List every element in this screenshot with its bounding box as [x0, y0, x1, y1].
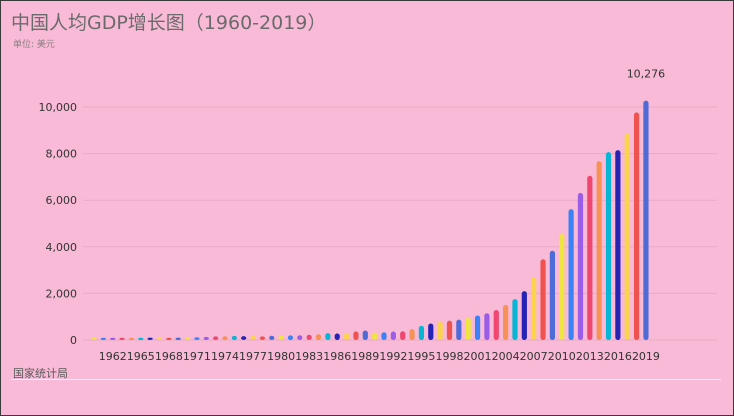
bar-2010	[559, 233, 565, 340]
gridlines	[83, 106, 717, 341]
data-label-2019: 10,276	[627, 68, 666, 81]
bar-1984	[315, 334, 322, 340]
y-tick-label: 0	[70, 334, 77, 347]
y-tick-label: 2,000	[46, 287, 78, 300]
x-tick-label: 1989	[351, 350, 379, 363]
data-labels: 10,276	[627, 68, 666, 81]
bar-1997	[437, 321, 443, 340]
x-tick-label: 1968	[155, 350, 183, 363]
y-tick-label: 8,000	[46, 148, 78, 161]
bar-1962	[110, 337, 116, 340]
bar-2018	[633, 112, 640, 341]
x-tick-label: 2013	[576, 350, 604, 363]
bar-1994	[409, 328, 415, 340]
bar-1990	[372, 332, 378, 340]
x-tick-label: 2019	[632, 350, 660, 363]
bar-1970	[184, 337, 191, 340]
bar-2015	[605, 152, 612, 340]
bar-2001	[474, 315, 481, 340]
bar-2000	[465, 317, 471, 340]
bar-2014	[596, 161, 602, 340]
bar-1995	[418, 325, 425, 340]
bar-2007	[531, 277, 537, 340]
x-tick-label: 1995	[407, 350, 435, 363]
bar-1981	[287, 335, 294, 340]
bar-1988	[353, 331, 359, 340]
bar-1972	[203, 336, 209, 340]
x-tick-label: 1965	[127, 350, 155, 363]
x-tick-label: 1986	[323, 350, 351, 363]
bar-2016	[615, 150, 621, 340]
bar-1974	[222, 336, 228, 340]
x-tick-label: 1980	[267, 350, 295, 363]
bar-2017	[624, 133, 630, 340]
y-tick-label: 4,000	[46, 241, 78, 254]
bar-2012	[577, 192, 584, 340]
bar-2006	[521, 291, 527, 340]
bar-1989	[362, 330, 368, 340]
bar-1968	[166, 337, 172, 340]
chart-unit-label: 单位: 美元	[13, 40, 55, 50]
bar-1966	[147, 337, 153, 340]
y-tick-label: 10,000	[39, 101, 78, 114]
bar-1987	[343, 332, 350, 340]
x-tick-label: 2001	[464, 350, 492, 363]
x-tick-label: 2004	[492, 350, 520, 363]
x-tick-label: 2016	[604, 350, 632, 363]
bar-2004	[503, 304, 509, 340]
x-tick-label: 1977	[239, 350, 267, 363]
bar-1979	[269, 335, 275, 340]
bar-1967	[156, 337, 163, 340]
x-tick-label: 2007	[520, 350, 548, 363]
x-tick-label: 1998	[435, 350, 463, 363]
x-axis-ticks: 1962 1965 1968 1971 1974 1977 1980 1983 1986 1989…	[99, 350, 660, 363]
bar-1980	[278, 335, 284, 340]
bar-2005	[512, 299, 518, 340]
footer-divider	[11, 379, 721, 380]
bar-1976	[241, 336, 247, 340]
bar-1993	[400, 331, 406, 340]
bar-2019	[643, 100, 649, 340]
bar-2011	[568, 209, 574, 340]
chart-title: 中国人均GDP增长图（1960-2019）	[11, 12, 327, 34]
x-tick-label: 1983	[295, 350, 323, 363]
bar-1969	[175, 337, 181, 340]
bar-1975	[231, 335, 237, 340]
bar-1961	[100, 337, 106, 340]
y-tick-label: 6,000	[46, 194, 78, 207]
x-tick-label: 1974	[211, 350, 239, 363]
bar-2013	[587, 175, 593, 340]
source-label: 国家统计局	[13, 367, 68, 380]
bar-2009	[549, 250, 555, 340]
bar-1983	[306, 334, 312, 340]
x-tick-label: 1971	[183, 350, 211, 363]
bar-1998	[446, 320, 453, 340]
bar-1964	[128, 337, 135, 340]
bar-1985	[325, 333, 331, 340]
bar-1960	[91, 337, 97, 340]
bar-1973	[213, 336, 219, 340]
bar-1992	[390, 331, 396, 340]
x-tick-label: 1962	[99, 350, 127, 363]
x-tick-label: 2010	[548, 350, 576, 363]
bar-2003	[493, 309, 499, 340]
bar-1991	[381, 332, 387, 340]
bar-1996	[428, 323, 434, 340]
bar-1982	[297, 335, 303, 340]
bar-1977	[250, 335, 256, 340]
bar-1965	[138, 337, 144, 340]
bar-1986	[334, 333, 340, 340]
y-axis-ticks: 0 2,000 4,000 6,000 8,000 10,000	[39, 101, 78, 347]
bar-1978	[259, 336, 265, 340]
x-tick-label: 1992	[379, 350, 407, 363]
bar-series	[91, 100, 649, 341]
bar-1963	[119, 337, 125, 340]
bar-2002	[484, 313, 490, 340]
bar-1971	[194, 337, 200, 340]
bar-1999	[456, 319, 462, 340]
bar-2008	[540, 259, 546, 340]
